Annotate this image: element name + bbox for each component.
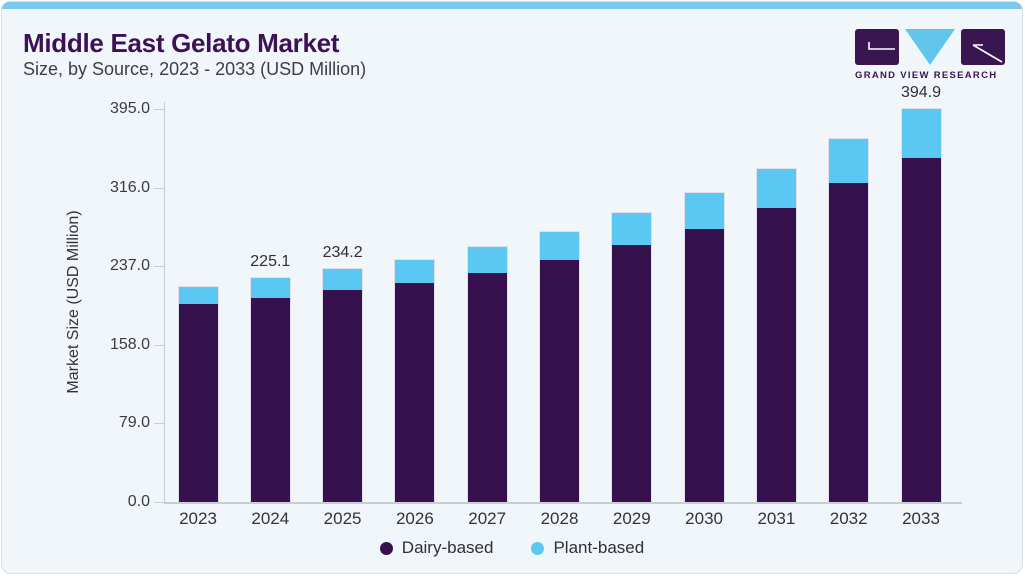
logo-shapes [855,29,1005,66]
bar-segment-dairy-based [250,297,290,502]
bar-group-2032 [828,138,870,503]
bar-total-label: 394.9 [900,84,942,102]
grand-view-research-logo: GRAND VIEW RESEARCH [855,29,1005,81]
x-tick-label: 2023 [179,509,217,528]
logo-text: GRAND VIEW RESEARCH [855,70,998,81]
x-tick-label: 2032 [829,509,868,528]
logo-g-block-icon [855,29,899,65]
logo-r-block-icon [961,29,1005,65]
bar-segment-dairy-based [684,228,724,502]
x-tick-label: 2033 [902,509,940,528]
bar-group-2025 [322,267,364,503]
x-tick-label: 2028 [540,509,579,528]
y-tick-mark [154,109,164,110]
bar-segment-plant-based [323,268,363,290]
bar-group-2030 [683,191,725,503]
y-tick-mark [154,187,164,189]
legend-label-plant: Plant-based [553,538,645,557]
y-tick-label: 158.0 [109,335,150,353]
page-title: Middle East Gelato Market [23,28,340,58]
y-tick-mark [154,423,164,425]
bar-segment-plant-based [395,260,435,284]
bar-segment-plant-based [250,278,290,298]
x-tick-label: 2029 [612,509,651,528]
x-axis-line [164,502,962,504]
x-tick-label: 2031 [757,509,796,528]
bar-group-2029 [611,211,653,503]
y-tick-mark [154,344,164,346]
y-tick-label: 237.0 [109,257,150,275]
bar-segment-plant-based [467,247,507,273]
bar-group-2027 [466,246,508,503]
x-tick-label: 2026 [395,509,434,528]
bar-segment-dairy-based [540,260,579,502]
logo-v-triangle-icon [905,29,955,65]
bar-group-2028 [539,230,580,503]
bar-segment-dairy-based [829,183,869,502]
legend-label-dairy: Dairy-based [401,538,494,557]
x-tick-label: 2024 [251,509,290,528]
bar-segment-plant-based [829,139,869,184]
y-tick-mark [154,266,164,268]
x-tick-label: 2030 [685,509,723,528]
bar-segment-plant-based [684,192,724,229]
legend-swatch-dairy-icon [379,541,393,555]
x-tick-label: 2025 [323,509,362,528]
y-axis-line [164,102,165,503]
bar-segment-dairy-based [901,158,941,502]
chart-legend: Dairy-based Plant-based [2,538,1022,558]
top-accent-bar [2,2,1022,9]
bar-segment-plant-based [612,212,652,246]
y-tick-mark [154,502,164,503]
y-tick-label: 0.0 [127,493,150,510]
bar-segment-plant-based [901,109,941,159]
y-axis-title: Market Size (USD Million) [65,210,82,394]
legend-item-plant: Plant-based [531,538,644,558]
bar-segment-dairy-based [323,289,363,502]
bar-group-2033 [900,108,942,503]
bar-group-2023 [177,286,219,503]
bar-group-2024 [249,277,291,503]
legend-item-dairy: Dairy-based [379,538,494,558]
x-tick-label: 2027 [468,509,507,528]
bar-group-2026 [394,259,436,503]
y-tick-label: 395.0 [109,100,150,117]
bar-segment-dairy-based [467,272,507,502]
y-tick-label: 316.0 [109,178,150,196]
bar-group-2031 [755,167,797,503]
bar-segment-dairy-based [178,304,218,502]
bar-segment-dairy-based [395,283,435,502]
bar-segment-dairy-based [756,207,796,502]
bar-total-label: 234.2 [322,243,363,261]
bar-total-label: 225.1 [250,253,291,271]
bar-segment-plant-based [178,287,218,305]
bar-segment-plant-based [756,168,796,208]
page-subtitle: Size, by Source, 2023 - 2033 (USD Millio… [23,59,367,79]
y-tick-label: 79.0 [118,414,150,432]
legend-swatch-plant-icon [531,541,545,555]
bar-segment-plant-based [540,231,579,261]
bar-segment-dairy-based [612,245,652,502]
